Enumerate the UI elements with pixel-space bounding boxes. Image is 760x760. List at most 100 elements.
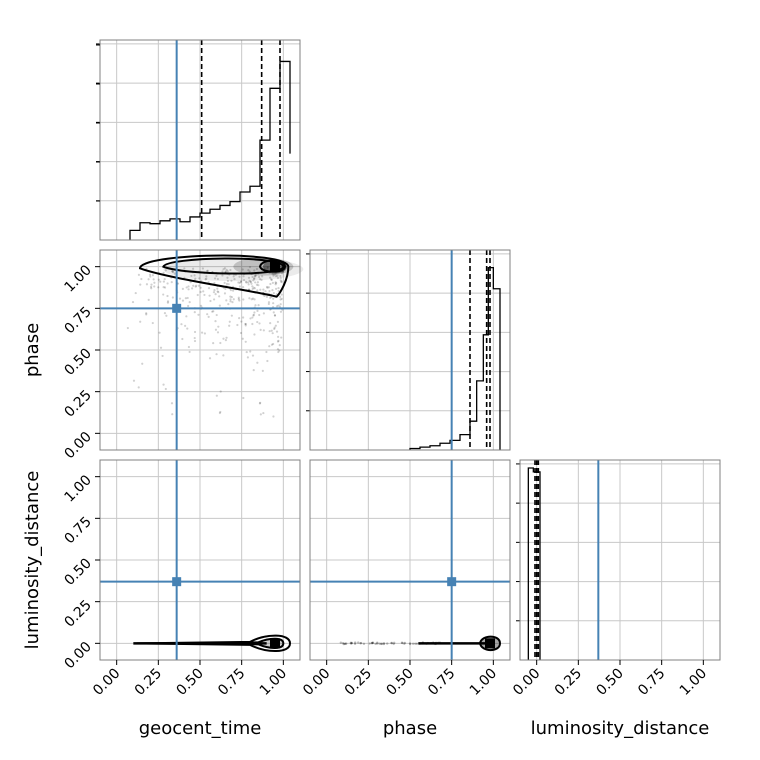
sample-point <box>195 284 198 287</box>
sample-point <box>266 267 269 270</box>
sample-point <box>237 298 240 301</box>
sample-point <box>222 337 225 340</box>
sample-point <box>253 333 256 336</box>
sample-point <box>203 332 206 335</box>
sample-point <box>265 350 268 354</box>
sample-point <box>187 285 190 288</box>
sample-point <box>362 642 366 646</box>
truth-marker <box>172 577 182 587</box>
sample-point <box>247 268 250 272</box>
sample-point <box>224 287 227 291</box>
sample-point <box>254 275 257 278</box>
sample-point <box>198 277 201 280</box>
sample-point <box>370 642 374 645</box>
sample-point <box>343 642 346 646</box>
x-tick-label-geocent_time-4: 1.00 <box>257 666 290 699</box>
sample-point <box>238 281 241 284</box>
sample-point <box>158 331 161 334</box>
sample-point <box>403 641 407 645</box>
sample-point <box>247 281 250 284</box>
sample-point <box>269 322 272 325</box>
sample-point <box>251 322 254 326</box>
sample-point <box>249 317 252 320</box>
sample-point <box>222 354 225 357</box>
sample-point <box>162 383 165 386</box>
sample-point <box>172 271 175 274</box>
sample-point <box>411 642 415 645</box>
sample-point <box>258 402 262 405</box>
y-tick-label-luminosity_distance-1: 0.25 <box>61 597 94 630</box>
sample-point <box>342 642 345 646</box>
sample-point <box>164 269 167 272</box>
sample-point <box>259 401 262 404</box>
sample-point <box>248 279 251 282</box>
sample-point <box>216 287 219 290</box>
x-tick-label-geocent_time-3: 0.75 <box>215 666 248 699</box>
sample-point <box>262 329 265 332</box>
sample-point <box>139 320 142 323</box>
sample-point <box>368 642 371 645</box>
sample-point <box>188 350 191 354</box>
y-tick-label-luminosity_distance-0: 0.00 <box>61 639 94 672</box>
sample-point <box>187 304 190 308</box>
sample-point <box>272 415 275 418</box>
sample-point <box>244 322 247 326</box>
sample-point <box>262 411 265 415</box>
sample-point <box>278 344 281 347</box>
sample-point <box>207 287 211 290</box>
sample-point <box>161 354 164 358</box>
x-tick-label-phase-1: 0.25 <box>342 666 375 699</box>
sample-point <box>212 310 215 313</box>
sample-point <box>242 275 245 278</box>
sample-point <box>221 270 224 273</box>
sample-point <box>194 277 197 280</box>
sample-point <box>216 290 219 293</box>
sample-point <box>260 278 263 281</box>
sample-point <box>274 283 277 286</box>
sample-point <box>229 298 232 301</box>
sample-point <box>148 273 152 276</box>
sample-point <box>166 294 169 298</box>
sample-point <box>139 283 142 286</box>
x-tick-label-phase-4: 1.00 <box>467 666 500 699</box>
sample-point <box>217 291 220 294</box>
sample-point <box>269 296 272 299</box>
sample-point <box>353 642 357 646</box>
sample-point <box>200 331 204 334</box>
sample-point <box>214 328 218 331</box>
sample-point <box>153 285 156 288</box>
sample-point <box>271 332 274 335</box>
sample-point <box>267 286 270 289</box>
sample-point <box>261 275 264 278</box>
sample-point <box>265 285 269 289</box>
sample-point <box>277 350 280 354</box>
x-tick-label-luminosity_distance-0: 0.00 <box>510 666 543 699</box>
x-tick-label-luminosity_distance-2: 0.50 <box>593 666 626 699</box>
sample-point <box>279 310 283 313</box>
sample-point <box>359 642 362 645</box>
sample-point <box>265 295 269 298</box>
sample-point <box>212 342 215 345</box>
sample-point <box>242 396 245 400</box>
sample-point <box>374 642 377 646</box>
sample-point <box>269 282 272 286</box>
x-tick-label-geocent_time-2: 0.50 <box>173 666 206 699</box>
sample-point <box>205 277 208 280</box>
sample-point <box>408 642 412 645</box>
sample-point <box>256 309 259 312</box>
sample-point <box>272 342 275 346</box>
sample-point <box>277 304 280 307</box>
sample-point <box>240 320 243 323</box>
sample-point <box>214 293 217 296</box>
sample-point <box>350 642 353 645</box>
sample-point <box>238 316 241 320</box>
sample-point <box>266 359 269 363</box>
sample-point <box>134 291 137 295</box>
contour-outer <box>136 634 292 653</box>
sample-point <box>212 291 216 294</box>
sample-point <box>272 292 275 295</box>
sample-point <box>247 283 250 286</box>
sample-point <box>242 279 246 282</box>
x-tick-label-phase-2: 0.50 <box>383 666 416 699</box>
sample-point <box>279 274 282 278</box>
